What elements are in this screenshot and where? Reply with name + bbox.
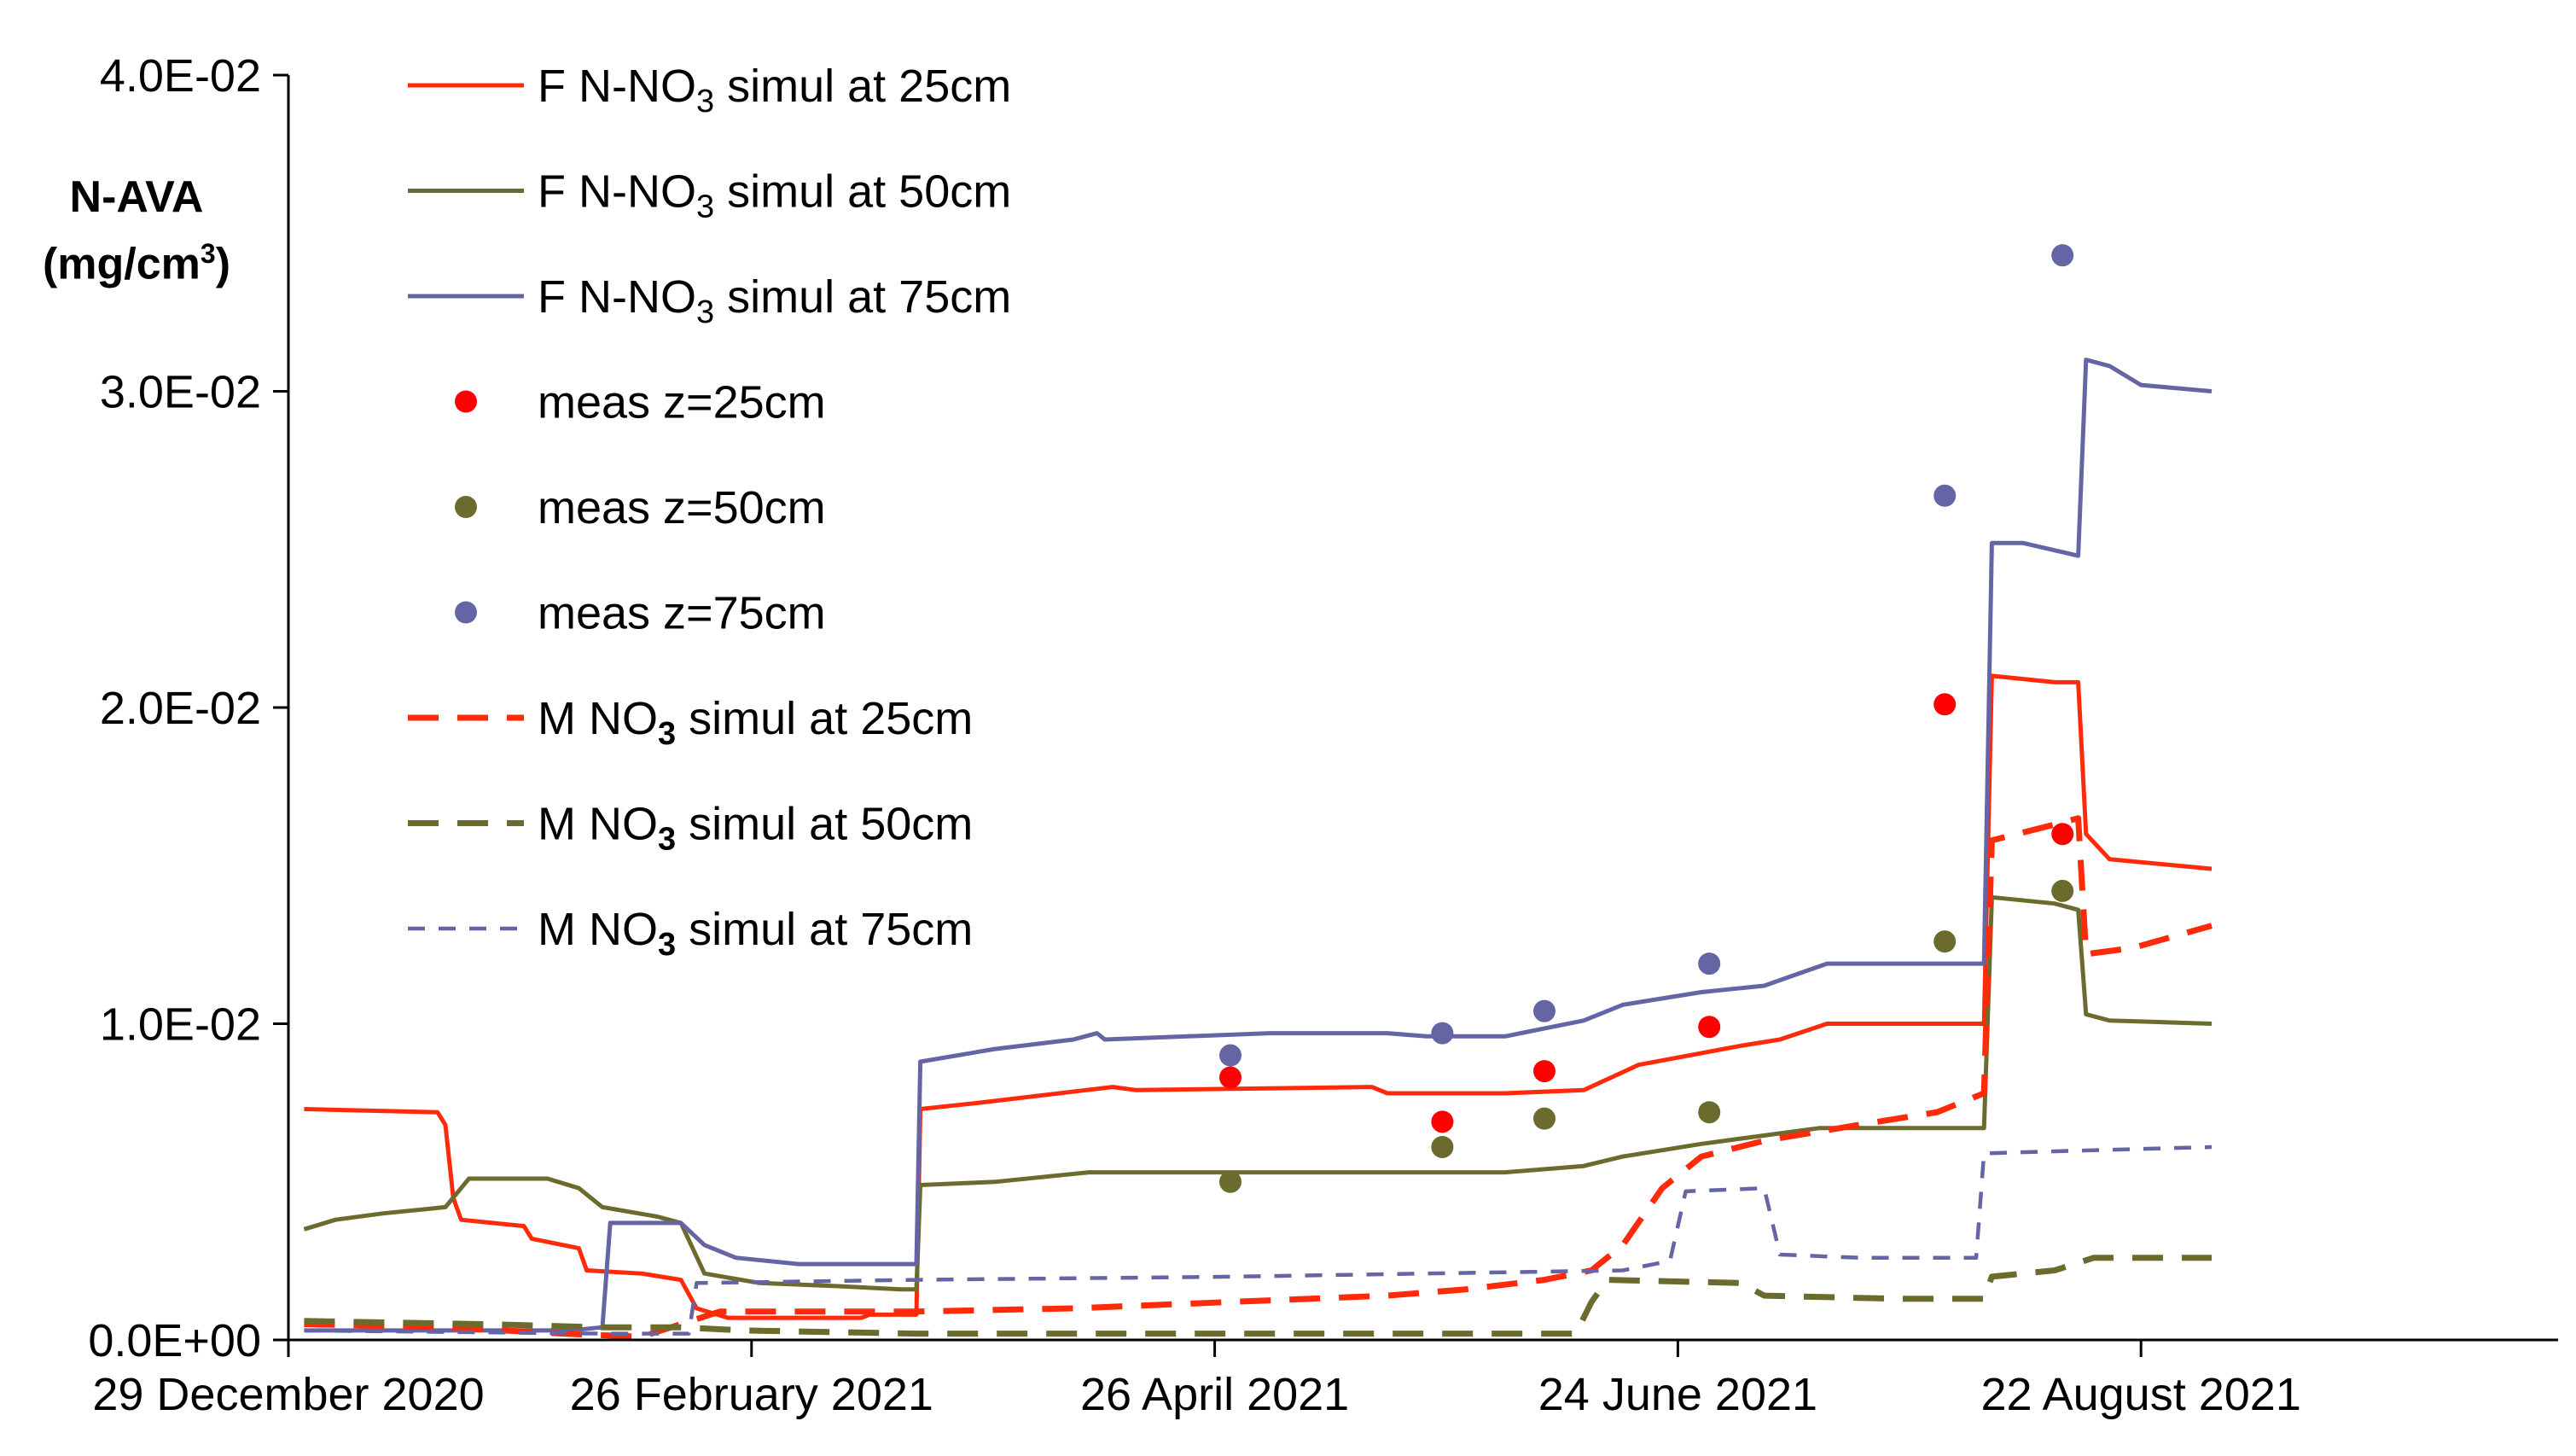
legend-entry-m-no3-simul-at-75cm: M NO3 simul at 75cm — [408, 904, 973, 963]
y-tick-label-2: 2.0E-02 — [100, 683, 261, 734]
series-layer — [303, 244, 2213, 1340]
x-tick-label-3: 24 June 2021 — [1538, 1369, 1817, 1420]
axes-layer: 0.0E+00 1.0E-02 2.0E-02 3.0E-02 4.0E-02 29 De… — [88, 50, 2558, 1420]
data-point-meas-z-50cm-6 — [2051, 879, 2074, 902]
legend-marker-meas-z-25cm — [455, 390, 477, 413]
legend-label-m-no3-simul-at-25cm: M NO3 simul at 25cm — [538, 693, 973, 752]
legend-label-meas-z-75cm: meas z=75cm — [538, 588, 826, 639]
legend-label-m-no3-simul-at-50cm: M NO3 simul at 50cm — [538, 799, 973, 858]
series-meas-z-50cm — [1219, 879, 2074, 1193]
data-point-meas-z-25cm-6 — [2051, 823, 2074, 846]
legend: F N-NO3 simul at 25cm F N-NO3 simul at 50… — [408, 61, 1011, 963]
data-point-meas-z-25cm-5 — [1933, 693, 1957, 716]
data-point-meas-z-25cm-2 — [1431, 1110, 1454, 1133]
data-point-meas-z-75cm-5 — [1933, 484, 1957, 507]
legend-marker-meas-z-75cm — [455, 601, 477, 624]
data-point-meas-z-50cm-4 — [1698, 1101, 1721, 1124]
data-point-meas-z-50cm-2 — [1431, 1135, 1454, 1158]
legend-entry-meas-z-25cm: meas z=25cm — [455, 377, 826, 428]
series-line-f-n-no3-simul-at-75cm — [304, 358, 2213, 1333]
legend-entry-f-n-no3-simul-at-75cm: F N-NO3 simul at 75cm — [408, 271, 1011, 330]
y-tick-label-0: 0.0E+00 — [88, 1315, 261, 1366]
series-line-f-n-no3-simul-at-50cm — [303, 894, 2213, 1292]
y-axis-unit: (mg/cm — [42, 239, 201, 289]
legend-entry-meas-z-75cm: meas z=75cm — [455, 588, 826, 639]
y-tick-label-4: 4.0E-02 — [100, 50, 261, 102]
x-tick-label-4: 22 August 2021 — [1981, 1369, 2301, 1420]
data-point-meas-z-50cm-5 — [1933, 930, 1957, 953]
legend-label-m-no3-simul-at-75cm: M NO3 simul at 75cm — [538, 904, 973, 963]
y-tick-label-3: 3.0E-02 — [100, 367, 261, 418]
data-point-meas-z-50cm-3 — [1533, 1107, 1555, 1130]
y-axis-title-line2: (mg/cm3) — [34, 225, 239, 292]
data-point-meas-z-75cm-6 — [2051, 244, 2074, 267]
legend-entry-m-no3-simul-at-50cm: M NO3 simul at 50cm — [408, 799, 973, 858]
legend-entry-m-no3-simul-at-25cm: M NO3 simul at 25cm — [408, 693, 973, 752]
data-point-meas-z-75cm-4 — [1698, 952, 1721, 976]
y-tick-label-1: 1.0E-02 — [100, 999, 261, 1051]
series-meas-z-25cm — [1219, 693, 2074, 1133]
series-line-m-no3-simul-at-75cm — [304, 1144, 2213, 1336]
data-point-meas-z-75cm-2 — [1431, 1022, 1454, 1045]
legend-marker-meas-z-50cm — [455, 496, 477, 518]
data-point-meas-z-25cm-3 — [1533, 1060, 1555, 1083]
data-point-meas-z-50cm-1 — [1219, 1170, 1241, 1193]
y-axis-title-line1: N-AVA — [69, 172, 204, 222]
data-point-meas-z-75cm-1 — [1219, 1044, 1241, 1067]
y-axis-unit-exponent: 3 — [200, 238, 216, 269]
series-meas-z-75cm — [1219, 244, 2074, 1067]
x-tick-label-0: 29 December 2020 — [92, 1369, 484, 1420]
x-tick-label-2: 26 April 2021 — [1080, 1369, 1349, 1420]
legend-entry-f-n-no3-simul-at-50cm: F N-NO3 simul at 50cm — [408, 166, 1011, 225]
y-axis-unit-close: ) — [215, 239, 231, 289]
legend-label-f-n-no3-simul-at-50cm: F N-NO3 simul at 50cm — [538, 166, 1011, 225]
series-line-m-no3-simul-at-50cm — [304, 1255, 2212, 1337]
series-line-m-no3-simul-at-25cm — [304, 815, 2213, 1340]
data-point-meas-z-25cm-1 — [1219, 1066, 1241, 1089]
legend-label-f-n-no3-simul-at-25cm: F N-NO3 simul at 25cm — [538, 61, 1011, 119]
series-line-f-n-no3-simul-at-25cm — [304, 673, 2213, 1320]
legend-label-meas-z-50cm: meas z=50cm — [538, 482, 826, 533]
legend-entry-meas-z-50cm: meas z=50cm — [455, 482, 826, 533]
legend-label-meas-z-25cm: meas z=25cm — [538, 377, 826, 428]
y-axis-title: N-AVA (mg/cm3) — [34, 169, 239, 292]
legend-label-f-n-no3-simul-at-75cm: F N-NO3 simul at 75cm — [538, 271, 1011, 330]
data-point-meas-z-25cm-4 — [1698, 1016, 1721, 1039]
legend-entry-f-n-no3-simul-at-25cm: F N-NO3 simul at 25cm — [408, 61, 1011, 119]
x-tick-label-1: 26 February 2021 — [570, 1369, 933, 1420]
data-point-meas-z-75cm-3 — [1533, 999, 1555, 1022]
